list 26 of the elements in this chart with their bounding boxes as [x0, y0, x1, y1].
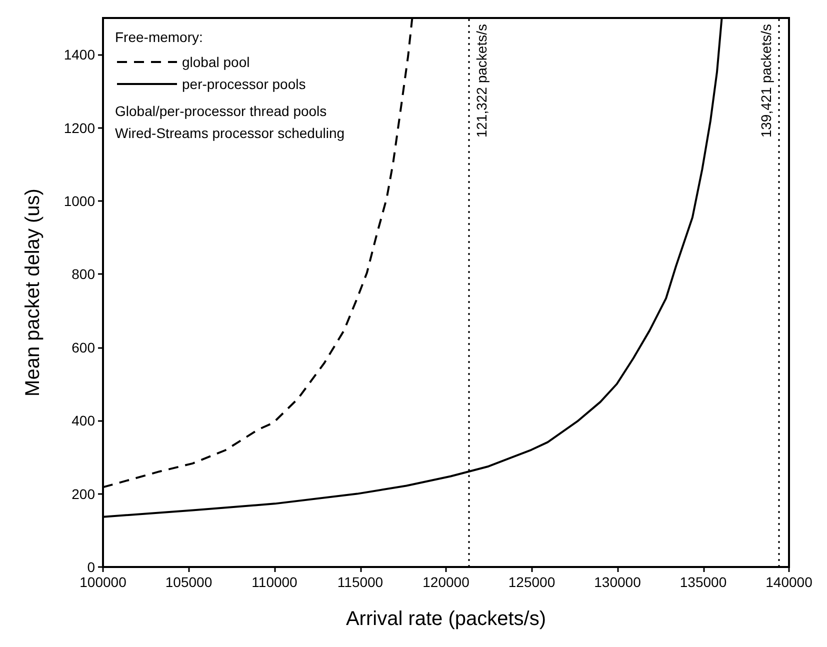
y-axis-title: Mean packet delay (us): [22, 188, 44, 396]
legend-title: Free-memory:: [115, 29, 203, 45]
x-tick-label: 140000: [766, 574, 813, 590]
x-tick-label: 110000: [252, 574, 298, 590]
y-tick-label: 400: [72, 412, 96, 429]
annotation: Wired-Streams processor scheduling: [115, 125, 345, 141]
x-tick-label: 135000: [680, 574, 727, 590]
x-axis-title: Arrival rate (packets/s): [346, 608, 546, 630]
y-tick-label: 200: [72, 486, 96, 502]
y-tick-label: 0: [87, 559, 96, 575]
x-tick-label: 125000: [508, 574, 556, 590]
x-tick-label: 130000: [594, 574, 642, 590]
y-tick-label: 1400: [64, 46, 96, 63]
x-tick-label: 120000: [422, 574, 470, 590]
legend-label: global pool: [182, 54, 250, 70]
x-tick-label: 115000: [337, 574, 384, 590]
x-tick-label: 105000: [165, 574, 212, 590]
y-tick-label: 1200: [64, 120, 96, 136]
legend-label: per-processor pools: [182, 76, 306, 92]
y-tick-label: 600: [72, 339, 96, 356]
y-tick-label: 800: [72, 266, 96, 282]
x-tick-label: 100000: [80, 574, 127, 590]
ref-line-label: 139,421 packets/s: [758, 24, 774, 138]
y-tick-label: 1000: [64, 193, 96, 209]
annotation: Global/per-processor thread pools: [115, 103, 327, 119]
ref-line-label: 121,322 packets/s: [474, 24, 490, 138]
